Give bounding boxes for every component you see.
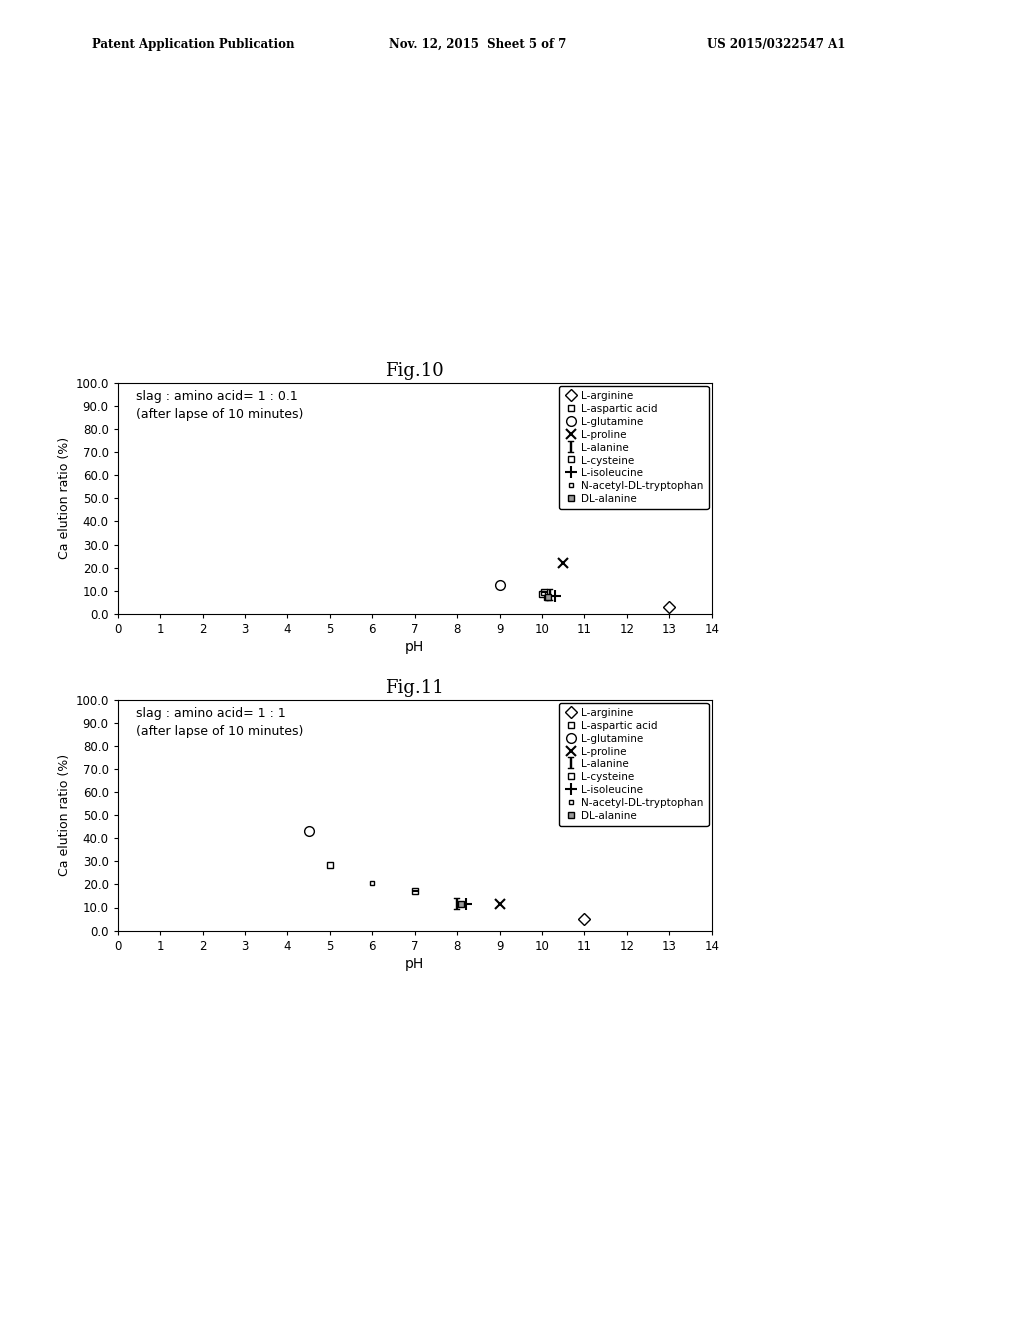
Text: US 2015/0322547 A1: US 2015/0322547 A1: [707, 37, 845, 50]
Text: (after lapse of 10 minutes): (after lapse of 10 minutes): [135, 725, 303, 738]
Text: slag : amino acid= 1 : 0.1: slag : amino acid= 1 : 0.1: [135, 389, 297, 403]
Legend: L-arginine, L-aspartic acid, L-glutamine, L-proline, L-alanine, L-cysteine, L-is: L-arginine, L-aspartic acid, L-glutamine…: [559, 385, 709, 510]
X-axis label: pH: pH: [406, 640, 424, 653]
Y-axis label: Ca elution ratio (%): Ca elution ratio (%): [58, 754, 72, 876]
X-axis label: pH: pH: [406, 957, 424, 970]
Title: Fig.10: Fig.10: [385, 362, 444, 380]
Text: (after lapse of 10 minutes): (after lapse of 10 minutes): [135, 408, 303, 421]
Text: slag : amino acid= 1 : 1: slag : amino acid= 1 : 1: [135, 706, 286, 719]
Y-axis label: Ca elution ratio (%): Ca elution ratio (%): [58, 437, 72, 560]
Text: Nov. 12, 2015  Sheet 5 of 7: Nov. 12, 2015 Sheet 5 of 7: [389, 37, 566, 50]
Legend: L-arginine, L-aspartic acid, L-glutamine, L-proline, L-alanine, L-cysteine, L-is: L-arginine, L-aspartic acid, L-glutamine…: [559, 702, 709, 826]
Title: Fig.11: Fig.11: [385, 678, 444, 697]
Text: Patent Application Publication: Patent Application Publication: [92, 37, 295, 50]
